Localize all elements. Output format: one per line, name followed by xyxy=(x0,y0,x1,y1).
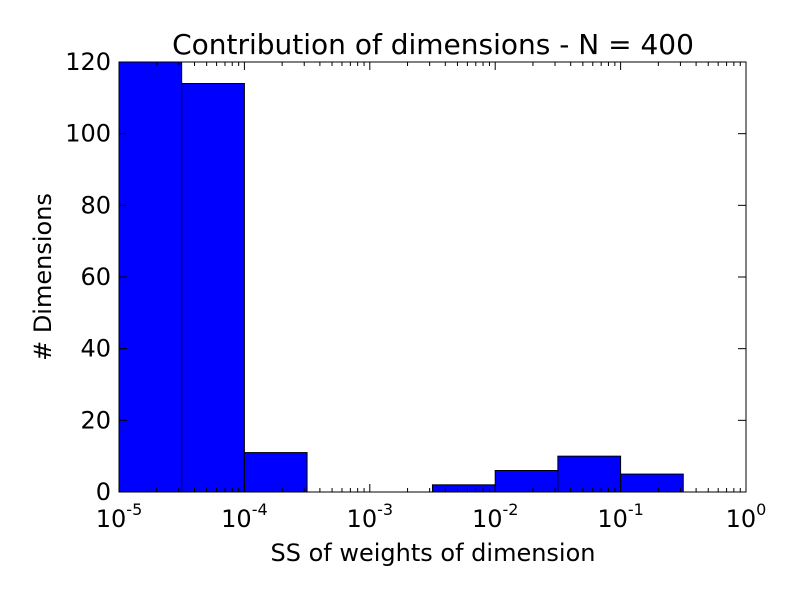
y-tick-label: 80 xyxy=(80,191,111,219)
y-tick-label: 40 xyxy=(80,335,111,363)
histogram-bar xyxy=(494,470,559,493)
y-tick-label: 20 xyxy=(80,406,111,434)
x-tick-label: 10-2 xyxy=(472,500,519,533)
y-axis-ticks: 0 20 40 60 80 100 120 xyxy=(65,48,746,506)
histogram-bar xyxy=(181,83,245,493)
x-tick-label: 10-5 xyxy=(96,500,143,533)
x-tick-label: 10-4 xyxy=(221,500,268,533)
x-axis-label: SS of weights of dimension xyxy=(271,539,596,567)
x-tick-label: 100 xyxy=(726,500,767,533)
histogram-bar xyxy=(118,61,183,493)
bars-group xyxy=(118,61,684,493)
chart-title: Contribution of dimensions - N = 400 xyxy=(172,28,694,61)
y-tick-label: 60 xyxy=(80,263,111,291)
y-tick-label: 0 xyxy=(96,478,111,506)
histogram-bar xyxy=(431,484,496,493)
y-tick-label: 100 xyxy=(65,120,111,148)
x-tick-label: 10-3 xyxy=(347,500,394,533)
x-axis-ticks: 10-5 10-4 10-3 10-2 10-1 100 xyxy=(96,62,767,533)
histogram-bar xyxy=(243,452,308,493)
y-axis-label: # Dimensions xyxy=(29,193,57,361)
histogram-bar xyxy=(620,473,684,493)
y-tick-label: 120 xyxy=(65,48,111,76)
histogram-bar xyxy=(557,455,622,493)
x-tick-label: 10-1 xyxy=(597,500,644,533)
